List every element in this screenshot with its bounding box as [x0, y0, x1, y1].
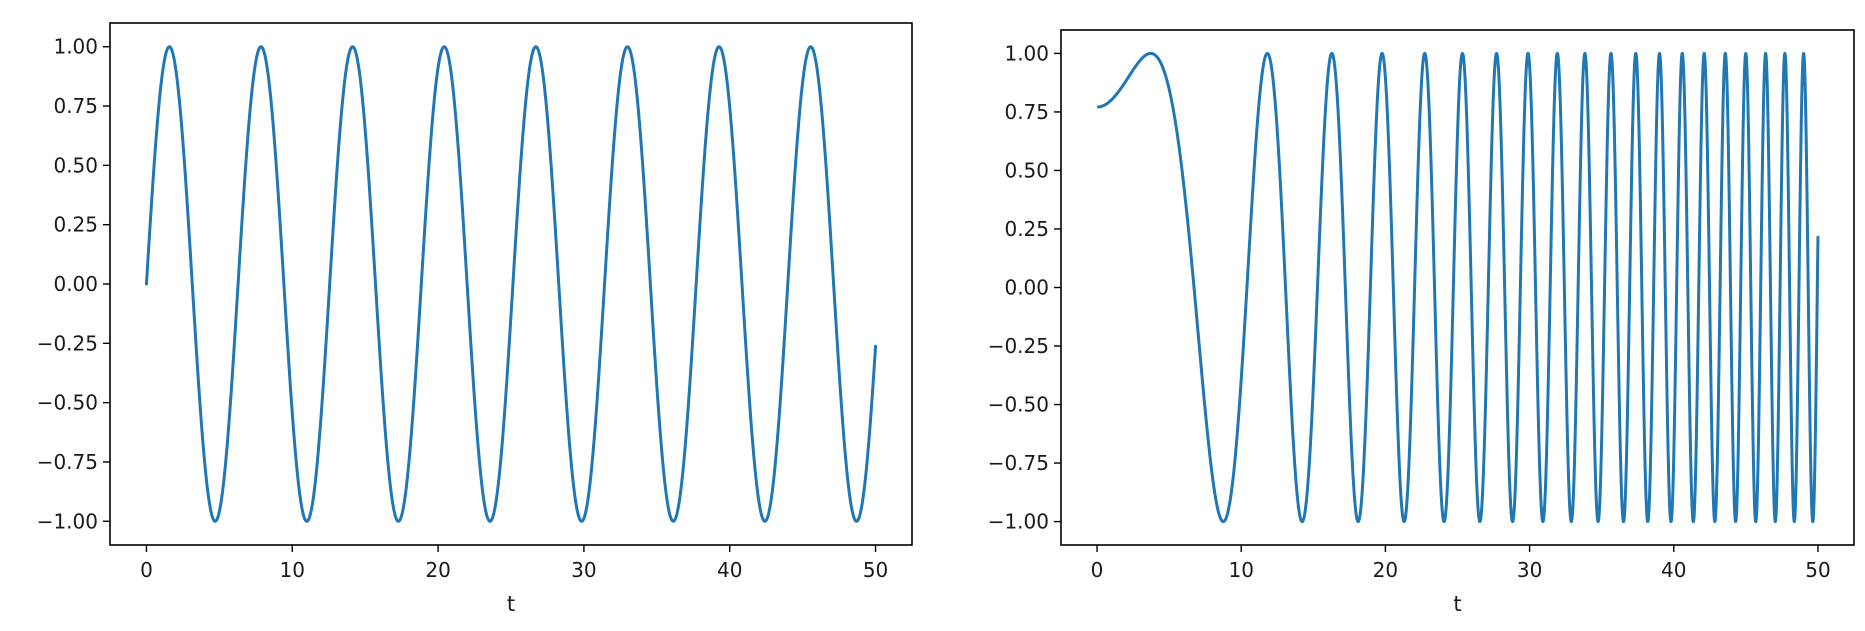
left-x-tick-label: 20: [425, 558, 450, 582]
right-y-tick-label: 0.25: [1004, 217, 1049, 241]
left-y-tick-label: −0.50: [37, 391, 98, 415]
right-y-tick-label: −0.75: [988, 451, 1049, 475]
left-x-tick-label: 30: [571, 558, 596, 582]
right-x-tick-label: 0: [1091, 558, 1104, 582]
right-y-tick-label: −0.50: [988, 393, 1049, 417]
left-chart: 0 10 20 30 40 50 1.00 0.75 0.50 0.25 0.00 −0.25 −0.…: [37, 22, 913, 616]
left-x-tick-label: 40: [717, 558, 742, 582]
left-y-tick-label: 0.25: [53, 213, 98, 237]
right-y-ticks: 1.00 0.75 0.50 0.25 0.00 −0.25 −0.50 −0.75 −1.00: [988, 41, 1061, 534]
right-x-axis-label: t: [1453, 592, 1461, 616]
left-y-tick-label: 0.00: [53, 272, 98, 296]
left-y-tick-label: −0.75: [37, 450, 98, 474]
right-y-tick-label: 0.75: [1004, 100, 1049, 124]
left-y-tick-label: −1.00: [37, 509, 98, 533]
right-chart: 0 10 20 30 40 50 1.00 0.75 0.50 0.25 0.00 −0.25 −0.…: [988, 29, 1855, 616]
right-x-ticks: 0 10 20 30 40 50: [1091, 545, 1831, 582]
right-x-tick-label: 20: [1373, 558, 1398, 582]
right-x-tick-label: 40: [1661, 558, 1686, 582]
left-x-tick-label: 0: [140, 558, 153, 582]
right-y-tick-label: 0.00: [1004, 276, 1049, 300]
right-y-tick-label: 0.50: [1004, 158, 1049, 182]
left-y-tick-label: 0.75: [53, 94, 98, 118]
right-x-tick-label: 30: [1517, 558, 1542, 582]
left-x-axis-label: t: [507, 592, 515, 616]
left-y-ticks: 1.00 0.75 0.50 0.25 0.00 −0.25 −0.50 −0.75 −1.00: [37, 35, 110, 533]
right-x-tick-label: 50: [1805, 558, 1830, 582]
right-series-line: [1096, 51, 1820, 524]
left-y-tick-label: 0.50: [53, 153, 98, 177]
right-x-tick-label: 10: [1229, 558, 1254, 582]
left-x-tick-label: 50: [863, 558, 888, 582]
left-x-ticks: 0 10 20 30 40 50: [140, 545, 888, 582]
left-series-line: [144, 45, 878, 523]
right-y-tick-label: −0.25: [988, 334, 1049, 358]
left-y-tick-label: −0.25: [37, 331, 98, 355]
left-x-tick-label: 10: [280, 558, 305, 582]
right-y-tick-label: 1.00: [1004, 41, 1049, 65]
left-y-tick-label: 1.00: [53, 35, 98, 59]
right-y-tick-label: −1.00: [988, 510, 1049, 534]
